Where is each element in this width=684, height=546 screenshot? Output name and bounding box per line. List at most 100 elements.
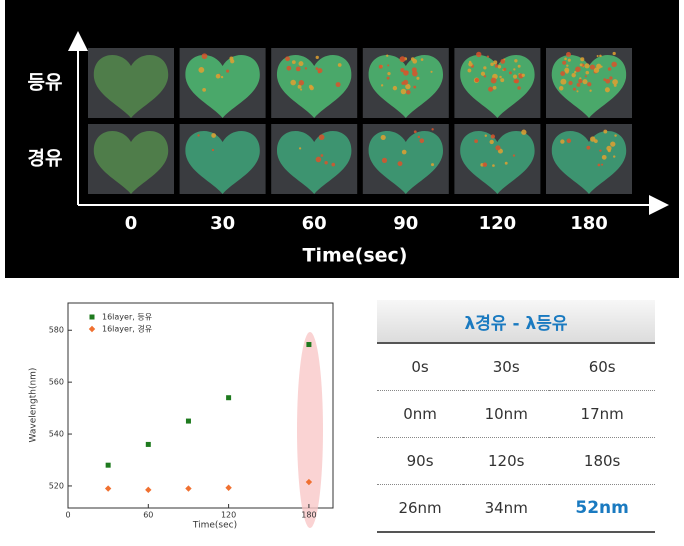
table-row: 0s 30s 60s: [377, 343, 655, 391]
speckle: [226, 69, 230, 73]
y-tick-label: 560: [49, 378, 64, 387]
x-axis-label: Time(sec): [192, 521, 237, 531]
speckle: [486, 55, 490, 58]
speckle: [495, 145, 501, 151]
speckle: [578, 78, 583, 84]
speckle: [337, 63, 342, 67]
table-cell: 180s: [549, 437, 655, 485]
speckle: [298, 61, 304, 67]
speckle: [468, 60, 472, 64]
y-axis-label: Wavelength(nm): [29, 368, 39, 443]
speckle: [565, 52, 571, 58]
column-label: 90: [393, 213, 418, 234]
speckle: [603, 78, 607, 82]
point: [185, 418, 191, 424]
table-cell: 30s: [463, 343, 550, 391]
legend-label: 16layer, 경유: [102, 324, 152, 334]
speckle: [295, 66, 301, 72]
speckle: [381, 157, 388, 163]
speckle: [298, 80, 305, 86]
speckle: [584, 63, 590, 69]
speckle: [201, 53, 208, 60]
speckle: [613, 83, 617, 87]
column-label: 0: [125, 213, 138, 234]
table-cell: 26nm: [377, 484, 464, 533]
speckle: [580, 57, 585, 62]
x-tick-label: 60: [143, 511, 153, 520]
speckle: [512, 74, 518, 79]
speckle: [576, 82, 581, 87]
speckle: [512, 154, 516, 157]
speckle: [500, 78, 505, 83]
speckle: [575, 66, 581, 73]
speckle: [609, 76, 613, 80]
table-row: 0nm 10nm 17nm: [377, 390, 655, 438]
speckle: [582, 79, 588, 85]
speckle: [430, 70, 433, 73]
column-label: 60: [302, 213, 327, 234]
speckle: [417, 135, 421, 139]
table-cell: 120s: [463, 437, 550, 485]
speckle: [480, 71, 486, 76]
speckle: [564, 67, 570, 73]
speckle: [601, 163, 604, 166]
speckle: [484, 134, 488, 138]
speckle: [335, 82, 341, 88]
speckle: [297, 84, 302, 89]
y-tick-label: 580: [49, 326, 64, 335]
speckle: [596, 63, 602, 69]
speckle: [378, 64, 383, 69]
speckle: [474, 77, 480, 83]
speckle: [490, 134, 496, 139]
speckle: [607, 67, 612, 71]
speckle: [579, 63, 583, 67]
speckle: [215, 73, 221, 79]
speckle: [298, 147, 302, 150]
speckle: [597, 163, 601, 167]
point: [226, 395, 232, 401]
speckle: [483, 66, 487, 70]
speckle: [211, 148, 215, 152]
speckle: [399, 56, 406, 63]
table-row: 90s 120s 180s: [377, 437, 655, 485]
speckle: [406, 90, 411, 95]
speckle: [564, 57, 567, 61]
table: λ경유 - λ등유 0s 30s 60s 0nm 10nm 17nm 90s 120s 180s…: [377, 300, 655, 533]
speckle: [599, 54, 602, 58]
column-label: 180: [570, 213, 608, 234]
speckle: [587, 82, 592, 87]
speckle: [403, 79, 409, 85]
speckle: [503, 67, 507, 71]
speckle: [517, 64, 521, 68]
point: [306, 342, 312, 348]
heart: [276, 130, 352, 194]
point: [225, 484, 232, 491]
speckle: [431, 128, 434, 131]
speckle: [405, 83, 411, 90]
speckle: [605, 78, 611, 84]
speckle: [286, 65, 292, 71]
speckle: [386, 76, 390, 80]
speckle: [514, 79, 520, 84]
row-label: 등유: [28, 72, 63, 94]
speckle: [494, 64, 499, 68]
speckle: [468, 62, 473, 67]
speckle: [601, 154, 607, 160]
speckle: [400, 68, 405, 73]
heart: [276, 54, 352, 118]
speckle: [412, 58, 418, 64]
speckle: [568, 80, 573, 86]
x-tick-label: 180: [301, 511, 316, 520]
speckle: [599, 149, 602, 152]
speckle: [571, 72, 576, 78]
table-cell: 10nm: [463, 390, 550, 438]
heart: [551, 54, 627, 118]
speckle: [508, 71, 512, 75]
speckle: [560, 139, 565, 144]
point: [105, 462, 111, 468]
speckle: [315, 67, 319, 70]
speckle: [492, 85, 497, 90]
speckle: [318, 134, 325, 141]
point: [305, 478, 313, 486]
heart: [368, 130, 444, 194]
